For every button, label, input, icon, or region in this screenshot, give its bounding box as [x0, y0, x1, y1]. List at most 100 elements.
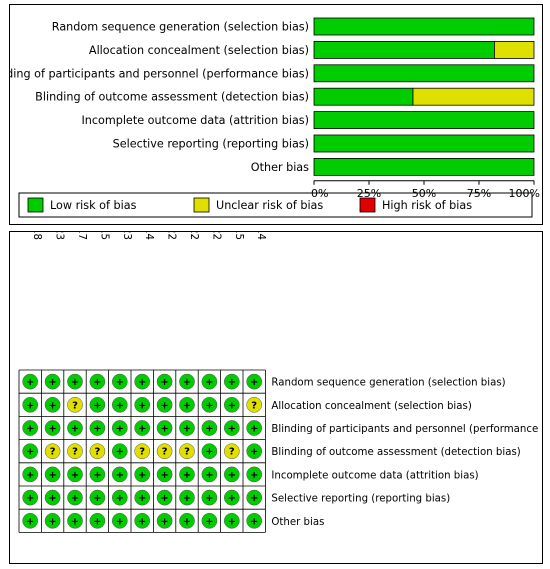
- judgement-circle: [134, 466, 151, 483]
- bar-segment: [412, 87, 535, 106]
- judgement-symbol: +: [116, 470, 124, 481]
- judgement-circle: [111, 466, 128, 483]
- domain-label: Allocation concealment (selection bias): [271, 401, 471, 412]
- judgement-symbol: +: [71, 470, 79, 481]
- judgement-circle: [179, 396, 195, 413]
- study-label: Pérez-López et al., 2015: [98, 232, 110, 240]
- judgement-circle: [156, 489, 173, 506]
- judgement-symbol: +: [250, 424, 258, 435]
- judgement-circle: [67, 373, 83, 390]
- judgement-symbol: +: [116, 377, 124, 388]
- judgement-symbol: ?: [229, 447, 235, 458]
- judgement-circle: [223, 373, 240, 390]
- judgement-symbol: +: [116, 424, 124, 435]
- judgement-circle: [201, 373, 218, 390]
- judgement-circle: [179, 466, 195, 483]
- judgement-circle: [89, 512, 106, 529]
- judgement-circle: [179, 420, 195, 436]
- judgement-symbol: +: [48, 493, 56, 504]
- judgement-circle: [67, 489, 83, 506]
- judgement-circle: [201, 443, 218, 460]
- judgement-circle: [89, 396, 106, 413]
- judgement-circle: [134, 512, 151, 529]
- domain-label: Selective reporting (reporting bias): [271, 494, 450, 505]
- judgement-symbol: +: [205, 493, 213, 504]
- judgement-symbol: +: [26, 470, 34, 481]
- judgement-symbol: +: [71, 493, 79, 504]
- judgement-circle: [156, 420, 173, 436]
- judgement-symbol: +: [93, 516, 101, 527]
- judgement-symbol: ?: [94, 447, 100, 458]
- judgement-circle: [111, 420, 128, 436]
- judgement-circle: [134, 373, 151, 390]
- judgement-symbol: ?: [50, 447, 56, 458]
- judgement-circle: [111, 373, 128, 390]
- study-label: Filip-Stachnik, Kaszuba, et al., 2022: [210, 232, 221, 240]
- judgement-symbol: +: [250, 447, 258, 458]
- judgement-circle: [44, 396, 61, 413]
- judgement-circle: [201, 512, 218, 529]
- judgement-symbol: +: [71, 377, 79, 388]
- domain-label: Blinding of participants and personnel (…: [271, 424, 542, 435]
- judgement-circle: [67, 466, 83, 483]
- judgement-circle: [246, 420, 263, 436]
- judgement-symbol: +: [228, 516, 236, 527]
- judgement-circle: [22, 420, 39, 436]
- judgement-circle: [246, 373, 263, 390]
- judgement-symbol: +: [250, 377, 258, 388]
- domain-label: Other bias: [271, 517, 324, 528]
- judgement-circle: [134, 443, 151, 460]
- judgement-symbol: +: [183, 470, 191, 481]
- judgement-symbol: +: [250, 516, 258, 527]
- judgement-circle: [223, 396, 240, 413]
- domain-label: Allocation concealment (selection bias): [89, 44, 309, 57]
- judgement-symbol: +: [26, 447, 34, 458]
- judgement-circle: [44, 512, 61, 529]
- judgement-circle: [246, 443, 263, 460]
- judgement-circle: [67, 396, 83, 413]
- judgement-circle: [89, 466, 106, 483]
- judgement-circle: [22, 466, 39, 483]
- judgement-circle: [179, 489, 195, 506]
- judgement-symbol: +: [183, 377, 191, 388]
- legend-label: High risk of bias: [382, 199, 472, 212]
- judgement-symbol: +: [228, 424, 236, 435]
- judgement-symbol: +: [138, 470, 146, 481]
- judgement-circle: [22, 443, 39, 460]
- judgement-symbol: +: [48, 400, 56, 411]
- judgement-symbol: +: [138, 493, 146, 504]
- judgement-symbol: +: [205, 447, 213, 458]
- judgement-circle: [179, 373, 195, 390]
- judgement-circle: [22, 373, 39, 390]
- judgement-circle: [223, 466, 240, 483]
- judgement-symbol: +: [138, 377, 146, 388]
- judgement-circle: [44, 489, 61, 506]
- judgement-symbol: +: [205, 470, 213, 481]
- judgement-symbol: ?: [184, 447, 190, 458]
- traffic-light-plot: Zbinden-Fonсea et al., 2018 Siquier-Coll …: [18, 56, 550, 533]
- judgement-circle: [67, 512, 83, 529]
- judgement-symbol: ?: [72, 400, 78, 411]
- study-label: Nemati et al., 2023: [121, 232, 132, 240]
- judgement-circle: [111, 512, 128, 529]
- judgement-circle: [134, 489, 151, 506]
- judgement-symbol: +: [160, 400, 168, 411]
- judgement-circle: [223, 443, 240, 460]
- judgement-symbol: +: [93, 424, 101, 435]
- bar-segment: [313, 111, 535, 129]
- judgement-symbol: +: [228, 493, 236, 504]
- judgement-circle: [111, 489, 128, 506]
- judgement-circle: [111, 396, 128, 413]
- judgement-symbol: +: [160, 424, 168, 435]
- judgement-circle: [201, 489, 218, 506]
- domain-label: Incomplete outcome data (attrition bias): [271, 470, 478, 481]
- judgement-circle: [156, 443, 173, 460]
- domain-label: Random sequence generation (selection bi…: [271, 378, 505, 389]
- judgement-symbol: +: [116, 447, 124, 458]
- judgement-circle: [111, 443, 128, 460]
- judgement-circle: [89, 373, 106, 390]
- judgement-circle: [44, 373, 61, 390]
- bar-segment: [313, 64, 535, 83]
- judgement-circle: [156, 466, 173, 483]
- judgement-symbol: +: [183, 516, 191, 527]
